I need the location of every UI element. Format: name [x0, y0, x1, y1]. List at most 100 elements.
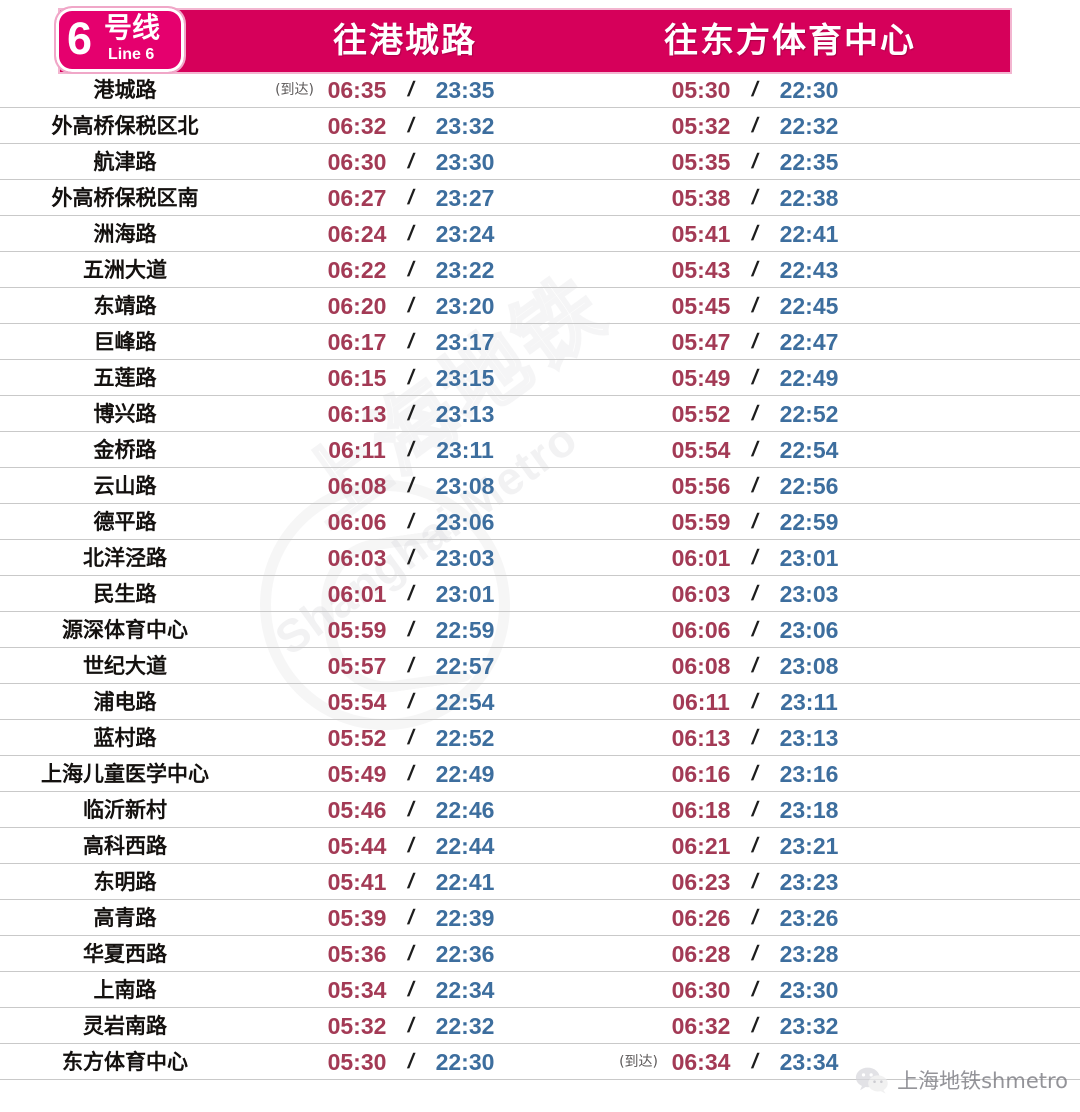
time-cell-right: (到达)05:49/22:49: [600, 360, 920, 396]
time-cell-right: (到达) 06:34/23:34: [600, 1044, 920, 1080]
arrival-marker-right: (到达): [600, 252, 658, 288]
time-cell-left: (到达) 06:35/23:35: [256, 72, 556, 108]
station-name: 高青路: [93, 906, 157, 930]
first-train-time-left: 06:08: [327, 473, 387, 499]
arrival-marker-left: (到达): [256, 216, 314, 252]
last-train-time-right: 23:03: [779, 581, 839, 607]
arrival-marker-right: (到达): [600, 180, 658, 216]
station-name: 东靖路: [93, 294, 157, 318]
time-cell-right: (到达)06:32/23:32: [600, 1008, 920, 1044]
first-train-time-right: 05:59: [671, 509, 731, 535]
time-cell-left: (到达)06:22/23:22: [256, 252, 556, 288]
direction-header-left: 往港城路: [333, 21, 477, 61]
time-cell-right: (到达)06:18/23:18: [600, 792, 920, 828]
table-row: 外高桥保税区南(到达)06:27/23:27(到达)05:38/22:38: [0, 180, 1080, 216]
arrival-marker-left: (到达): [256, 396, 314, 432]
station-name: 巨峰路: [93, 330, 157, 354]
last-train-time-right: 22:41: [779, 221, 839, 247]
last-train-time-left: 23:17: [435, 329, 495, 355]
table-row: 航津路(到达)06:30/23:30(到达)05:35/22:35: [0, 144, 1080, 180]
time-cell-left: (到达)05:32/22:32: [256, 1008, 556, 1044]
arrival-marker-right: (到达): [600, 504, 658, 540]
first-train-time-right: 06:16: [671, 761, 731, 787]
last-train-time-right: 23:21: [779, 833, 839, 859]
station-name: 金桥路: [93, 438, 157, 462]
last-train-time-right: 22:52: [779, 401, 839, 427]
last-train-time-right: 22:38: [779, 185, 839, 211]
first-train-time-left: 06:15: [327, 365, 387, 391]
last-train-time-left: 23:32: [435, 113, 495, 139]
time-cell-right: (到达)05:52/22:52: [600, 396, 920, 432]
station-name: 北洋泾路: [83, 546, 167, 570]
station-name: 灵岩南路: [83, 1014, 167, 1038]
last-train-time-right: 23:06: [779, 617, 839, 643]
arrival-marker-left: (到达): [256, 540, 314, 576]
last-train-time-left: 23:22: [435, 257, 495, 283]
time-cell-right: (到达)05:38/22:38: [600, 180, 920, 216]
last-train-time-left: 22:44: [435, 833, 495, 859]
arrival-marker-left: (到达): [256, 612, 314, 648]
station-name: 东明路: [93, 870, 157, 894]
arrival-marker-left: (到达): [256, 792, 314, 828]
table-row: 洲海路(到达)06:24/23:24(到达)05:41/22:41: [0, 216, 1080, 252]
last-train-time-left: 22:41: [435, 869, 495, 895]
station-name: 外高桥保税区北: [51, 114, 199, 138]
header-pink-bar: [60, 10, 1010, 72]
arrival-marker-right: (到达): [600, 900, 658, 936]
table-row: 德平路(到达)06:06/23:06(到达)05:59/22:59: [0, 504, 1080, 540]
arrival-marker-right: (到达): [600, 684, 658, 720]
arrival-marker-left: (到达): [256, 1044, 314, 1080]
station-name: 航津路: [93, 150, 157, 174]
time-cell-right: (到达)06:30/23:30: [600, 972, 920, 1008]
table-row: 上海儿童医学中心(到达)05:49/22:49(到达)06:16/23:16: [0, 756, 1080, 792]
arrival-marker-right: (到达): [600, 648, 658, 684]
first-train-time-right: 06:26: [671, 905, 731, 931]
arrival-marker-left: (到达): [256, 288, 314, 324]
time-cell-left: (到达)06:32/23:32: [256, 108, 556, 144]
first-train-time-right: 06:01: [671, 545, 731, 571]
first-train-time-left: 05:57: [327, 653, 387, 679]
first-train-time-right: 05:45: [671, 293, 731, 319]
table-row: 东明路(到达)05:41/22:41(到达)06:23/23:23: [0, 864, 1080, 900]
arrival-marker-right: (到达): [600, 108, 658, 144]
time-cell-right: (到达)05:45/22:45: [600, 288, 920, 324]
table-row: 港城路(到达)06:35/23:35(到达)05:30/22:30: [0, 72, 1080, 108]
station-name: 浦电路: [93, 690, 157, 714]
time-cell-left: (到达)05:54/22:54: [256, 684, 556, 720]
arrival-marker-left: (到达): [256, 252, 314, 288]
direction-header-right: 往东方体育中心: [664, 21, 916, 61]
arrival-marker-right: (到达): [600, 576, 658, 612]
last-train-time-left: 23:15: [435, 365, 495, 391]
last-train-time-left: 22:57: [435, 653, 495, 679]
last-train-time-right: 22:59: [779, 509, 839, 535]
table-row: 外高桥保税区北(到达)06:32/23:32(到达)05:32/22:32: [0, 108, 1080, 144]
station-name: 博兴路: [93, 402, 157, 426]
last-train-time-right: 23:08: [779, 653, 839, 679]
arrival-marker-left: (到达): [256, 936, 314, 972]
last-train-time-left: 23:35: [435, 77, 495, 103]
first-train-time-left: 05:34: [327, 977, 387, 1003]
first-train-time-right: 05:32: [671, 113, 731, 139]
first-train-time-right: 06:30: [671, 977, 731, 1003]
arrival-marker-left: (到达): [256, 180, 314, 216]
time-cell-left: (到达)06:20/23:20: [256, 288, 556, 324]
station-name: 蓝村路: [93, 726, 157, 750]
last-train-time-right: 22:35: [779, 149, 839, 175]
first-train-time-right: 06:06: [671, 617, 731, 643]
table-row: 五洲大道(到达)06:22/23:22(到达)05:43/22:43: [0, 252, 1080, 288]
time-cell-left: (到达)06:13/23:13: [256, 396, 556, 432]
time-cell-left: (到达)06:11/23:11: [256, 432, 556, 468]
arrival-marker-left: (到达): [256, 144, 314, 180]
table-row: 博兴路 (到达)06:13/23:13 (到达)05:52/22:52: [0, 396, 1080, 432]
arrival-marker-left: (到达): [256, 900, 314, 936]
first-train-time-right: 05:35: [671, 149, 731, 175]
arrival-marker-left: (到达): [256, 972, 314, 1008]
time-cell-right: (到达)05:30/22:30: [600, 72, 920, 108]
arrival-marker-right: (到达): [600, 720, 658, 756]
time-cell-right: (到达)05:56/22:56: [600, 468, 920, 504]
first-train-time-left: 05:41: [327, 869, 387, 895]
first-train-time-right: 06:03: [671, 581, 731, 607]
arrival-marker-left: (到达): [275, 82, 314, 98]
wechat-icon: [855, 1066, 889, 1094]
